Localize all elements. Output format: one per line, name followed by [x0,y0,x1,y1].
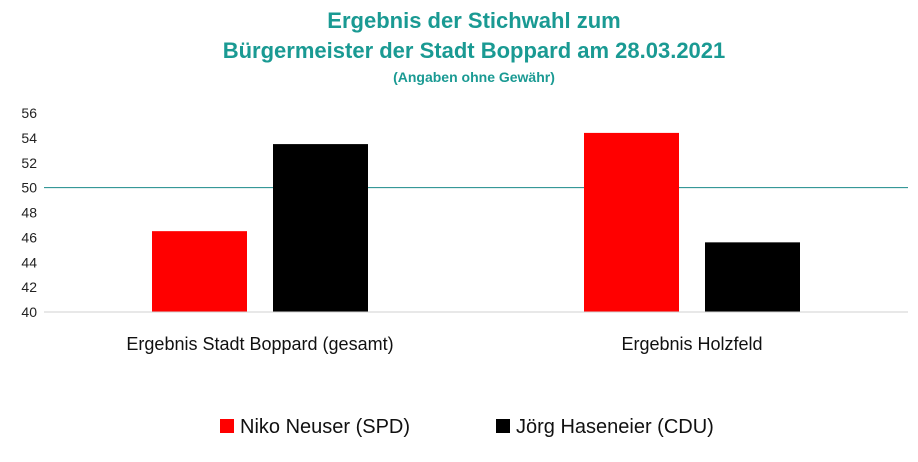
bar-2-1 [273,144,368,312]
chart-subtitle: (Angaben ohne Gewähr) [393,69,555,85]
legend-swatch-2 [496,419,510,433]
y-axis: 40 42 44 46 48 50 52 54 56 [21,105,37,320]
bars [152,132,800,312]
chart-title-line1: Ergebnis der Stichwahl zum [327,8,620,33]
y-tick-label-48: 48 [21,205,37,221]
y-tick-label-44: 44 [21,254,37,270]
bar-2-2 [705,242,800,312]
y-tick-label-42: 42 [21,279,37,295]
legend-label-2: Jörg Haseneier (CDU) [516,416,714,438]
legend: Niko Neuser (SPD) Jörg Haseneier (CDU) [220,416,714,438]
y-tick-label-46: 46 [21,229,37,245]
bar-1-1 [152,231,247,312]
y-tick-label-54: 54 [21,130,37,146]
category-label-1: Ergebnis Stadt Boppard (gesamt) [126,334,393,354]
y-tick-label-50: 50 [21,180,37,196]
y-tick-label-52: 52 [21,155,37,171]
bar-1-2 [584,132,679,312]
legend-label-1: Niko Neuser (SPD) [240,416,410,438]
y-tick-label-40: 40 [21,304,37,320]
category-label-2: Ergebnis Holzfeld [621,334,762,354]
legend-swatch-1 [220,419,234,433]
chart-title-line2: Bürgermeister der Stadt Boppard am 28.03… [223,38,726,63]
y-tick-label-56: 56 [21,105,37,121]
x-axis-categories: Ergebnis Stadt Boppard (gesamt) Ergebnis … [126,334,762,354]
